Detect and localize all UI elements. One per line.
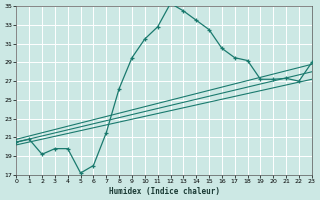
X-axis label: Humidex (Indice chaleur): Humidex (Indice chaleur) <box>108 187 220 196</box>
